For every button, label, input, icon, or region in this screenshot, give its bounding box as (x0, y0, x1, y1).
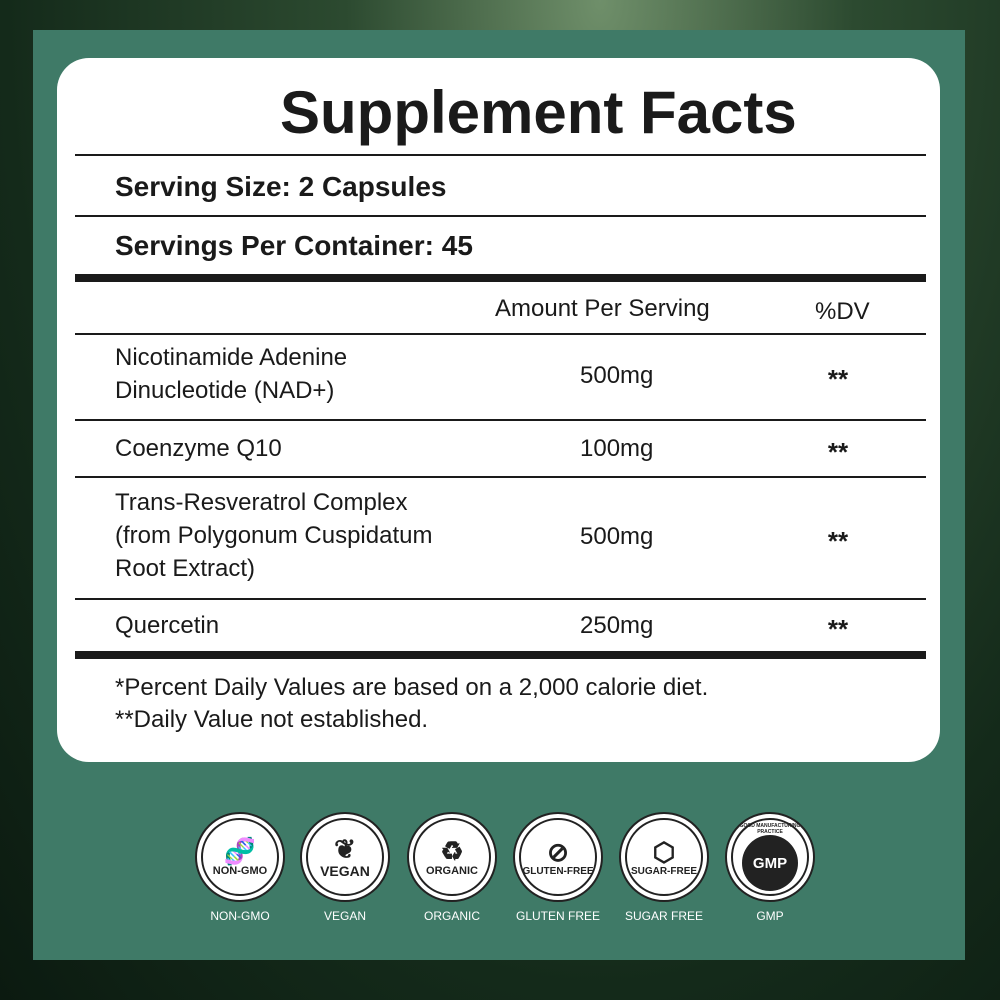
badge-label: GMP (756, 909, 784, 923)
gmp-badge: GOOD MANUFACTURING PRACTICE GMP (725, 812, 815, 902)
ingredient-name: Nicotinamide Adenine Dinucleotide (NAD+) (115, 344, 348, 404)
thick-divider (75, 274, 926, 282)
non-gmo-badge: 🧬 NON-GMO (195, 812, 285, 902)
serving-size: Serving Size: 2 Capsules (115, 171, 447, 202)
leaf-icon: ❦ (334, 834, 356, 864)
ingredient-amount: 500mg (580, 362, 654, 389)
amount-header: Amount Per Serving (495, 295, 710, 322)
vegan-badge: ❦ VEGAN (300, 812, 390, 902)
wheat-crossed-icon: ⊘ (547, 836, 569, 867)
badge-label: ORGANIC (423, 909, 480, 923)
servings-per-container: Servings Per Container: 45 (115, 230, 473, 261)
sugar-cube-crossed-icon: ⬡ (652, 836, 676, 867)
ingredient-name: Trans-Resveratrol Complex (from Polygonum… (115, 489, 433, 582)
divider (75, 419, 926, 421)
divider (75, 476, 926, 478)
ingredient-dv: ** (827, 364, 849, 394)
badge-label: SUGAR FREE (624, 909, 703, 923)
divider (75, 333, 926, 335)
sugar-free-badge: ⬡ SUGAR-FREE (619, 812, 709, 902)
badge-label: VEGAN (323, 909, 366, 923)
badge-label: NON-GMO (210, 909, 270, 923)
ingredient-amount: 100mg (580, 435, 654, 462)
supplement-facts-card (57, 58, 940, 762)
organic-badge: ♻ ORGANIC (407, 812, 497, 902)
ingredient-name: Quercetin (115, 612, 220, 639)
ingredient-dv: ** (827, 526, 849, 556)
dna-icon: 🧬 (223, 836, 257, 866)
page-title: Supplement Facts (280, 79, 797, 146)
thick-divider (75, 651, 926, 659)
divider (75, 215, 926, 217)
footnote: **Daily Value not established. (115, 706, 429, 733)
dv-header: %DV (815, 298, 870, 325)
ingredient-dv: ** (827, 614, 849, 644)
divider (75, 598, 926, 600)
ingredient-amount: 500mg (580, 523, 654, 550)
ingredient-name: Coenzyme Q10 (115, 435, 282, 462)
gmp-seal-icon: GMP (742, 835, 798, 891)
recycle-leaf-icon: ♻ (440, 836, 464, 866)
ingredient-dv: ** (827, 437, 849, 467)
ingredient-amount: 250mg (580, 612, 654, 639)
divider (75, 154, 926, 156)
footnote: *Percent Daily Values are based on a 2,0… (115, 674, 709, 701)
gluten-free-badge: ⊘ GLUTEN-FREE (513, 812, 603, 902)
badge-label: GLUTEN FREE (515, 909, 600, 923)
